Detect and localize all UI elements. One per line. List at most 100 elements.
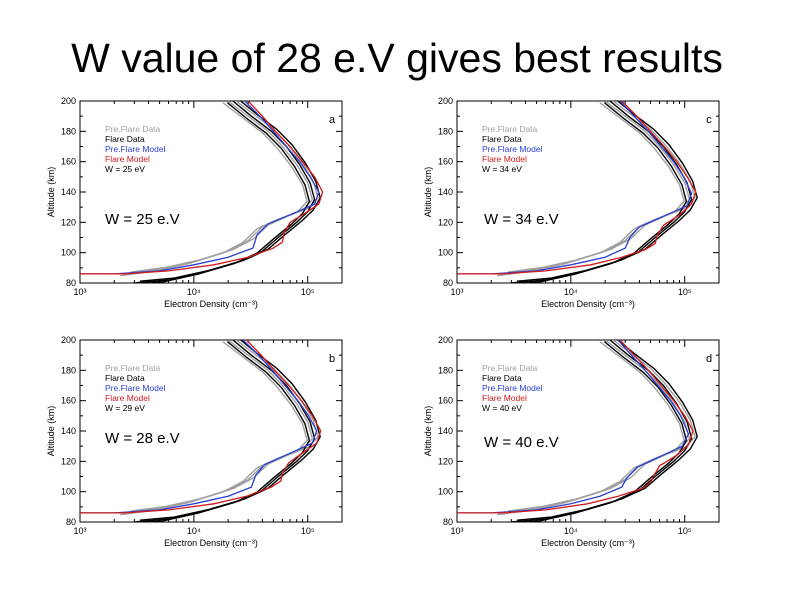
y-tick-label: 200	[61, 335, 76, 345]
legend-entry: Flare Model	[105, 393, 150, 403]
y-tick-label: 80	[66, 278, 76, 288]
y-tick-label: 180	[438, 365, 453, 375]
series-group	[80, 101, 324, 283]
panel-c: 80 100 120 140 160 180 200 10³ 10⁴ 10⁵ Electron De…	[421, 95, 771, 347]
panel-b-w-label: W = 28 e.V	[102, 430, 183, 448]
legend-entry: Pre.Flare Data	[482, 124, 538, 134]
legend-entry: Pre.Flare Model	[482, 383, 543, 393]
y-tick-label: 200	[61, 96, 76, 106]
x-tick-label: 10⁴	[187, 526, 201, 536]
x-tick-label: 10⁴	[187, 287, 201, 297]
x-tick-label: 10⁴	[564, 287, 578, 297]
legend-entry: W = 40 eV	[482, 403, 522, 413]
y-tick-label: 100	[61, 487, 76, 497]
panel-d: 80 100 120 140 160 180 200 10³ 10⁴ 10⁵ Electron De…	[421, 334, 771, 586]
legend-entry: Flare Model	[482, 393, 527, 403]
y-tick-label: 140	[61, 187, 76, 197]
pre-flare-modelline	[457, 340, 690, 514]
legend-entry: W = 25 eV	[105, 164, 145, 174]
legend-entry: Pre.Flare Data	[482, 363, 538, 373]
panel-c-w-label: W = 34 e.V	[481, 211, 562, 229]
x-tick-label: 10³	[73, 287, 86, 297]
pre-flare-modelline	[80, 101, 320, 275]
x-tick-label: 10³	[450, 526, 463, 536]
legend-entry: Pre.Flare Data	[105, 124, 161, 134]
legend-entry: Flare Data	[482, 134, 522, 144]
y-tick-label: 100	[438, 248, 453, 258]
flare-dataline	[511, 101, 693, 283]
pre-flare-modelline	[80, 340, 318, 514]
y-tick-label: 200	[438, 335, 453, 345]
y-tick-label: 180	[61, 126, 76, 136]
x-tick-label: 10⁵	[678, 526, 692, 536]
x-axis-label: Electron Density (cm⁻³)	[164, 299, 258, 309]
y-tick-label: 80	[443, 517, 453, 527]
legend-entry: Flare Data	[482, 373, 522, 383]
pre-flare-dataline	[130, 340, 319, 512]
series-group	[457, 340, 698, 522]
y-tick-label: 120	[438, 456, 453, 466]
panel-letter: a	[329, 114, 336, 126]
x-tick-label: 10⁴	[564, 526, 578, 536]
y-tick-label: 120	[61, 456, 76, 466]
flare-dataline	[134, 101, 316, 283]
y-tick-label: 180	[438, 126, 453, 136]
x-axis-label: Electron Density (cm⁻³)	[541, 538, 635, 548]
x-tick-label: 10⁵	[678, 287, 692, 297]
x-tick-label: 10³	[73, 526, 86, 536]
y-tick-label: 160	[438, 396, 453, 406]
flare-dataline	[511, 340, 693, 522]
y-axis-label: Altitude (km)	[423, 406, 433, 457]
y-tick-label: 120	[438, 217, 453, 227]
y-tick-label: 160	[61, 396, 76, 406]
legend-entry: Pre.Flare Model	[105, 383, 166, 393]
x-tick-label: 10⁵	[301, 287, 315, 297]
flare-dataline	[139, 340, 321, 521]
y-tick-label: 160	[438, 157, 453, 167]
chart-d: 80 100 120 140 160 180 200 10³ 10⁴ 10⁵ Electron De…	[423, 335, 720, 548]
legend-entry: Flare Data	[105, 134, 145, 144]
flare-modelline	[80, 340, 322, 514]
panel-letter: c	[706, 114, 712, 126]
flare-modelline	[457, 340, 694, 514]
panel-letter: b	[329, 353, 335, 365]
pre-flare-dataline	[507, 101, 696, 273]
x-axis-label: Electron Density (cm⁻³)	[164, 538, 258, 548]
y-tick-label: 120	[61, 217, 76, 227]
pre-flare-modelline	[457, 101, 693, 275]
chart-b: 80 100 120 140 160 180 200 10³ 10⁴ 10⁵ Electron De…	[46, 335, 343, 548]
x-tick-label: 10³	[450, 287, 463, 297]
y-tick-label: 160	[61, 157, 76, 167]
y-tick-label: 140	[438, 187, 453, 197]
y-tick-label: 80	[66, 517, 76, 527]
series-group	[80, 340, 322, 522]
y-tick-label: 100	[438, 487, 453, 497]
panel-b: 80 100 120 140 160 180 200 10³ 10⁴ 10⁵ Electron De…	[44, 334, 394, 586]
y-tick-label: 140	[61, 426, 76, 436]
flare-dataline	[516, 101, 698, 282]
flare-modelline	[457, 101, 697, 275]
legend-entry: W = 29 eV	[105, 403, 145, 413]
y-axis-label: Altitude (km)	[46, 167, 56, 218]
y-tick-label: 80	[443, 278, 453, 288]
panel-letter: d	[706, 353, 712, 365]
flare-modelline	[80, 101, 324, 275]
legend-entry: Flare Model	[105, 154, 150, 164]
legend-entry: Flare Model	[482, 154, 527, 164]
panel-a: 80 100 120 140 160 180 200 10³ 10⁴ 10⁵ Electron De…	[44, 95, 394, 347]
x-tick-label: 10⁵	[301, 526, 315, 536]
y-tick-label: 100	[61, 248, 76, 258]
legend-entry: Flare Data	[105, 373, 145, 383]
y-tick-label: 200	[438, 96, 453, 106]
legend-entry: W = 34 eV	[482, 164, 522, 174]
flare-dataline	[516, 340, 698, 521]
series-group	[457, 101, 698, 283]
panel-a-w-label: W = 25 e.V	[102, 211, 183, 229]
slide-title: W value of 28 e.V gives best results	[71, 35, 723, 81]
y-axis-label: Altitude (km)	[423, 167, 433, 218]
flare-dataline	[139, 101, 321, 282]
y-tick-label: 180	[61, 365, 76, 375]
legend-entry: Pre.Flare Data	[105, 363, 161, 373]
y-tick-label: 140	[438, 426, 453, 436]
legend-entry: Pre.Flare Model	[482, 144, 543, 154]
